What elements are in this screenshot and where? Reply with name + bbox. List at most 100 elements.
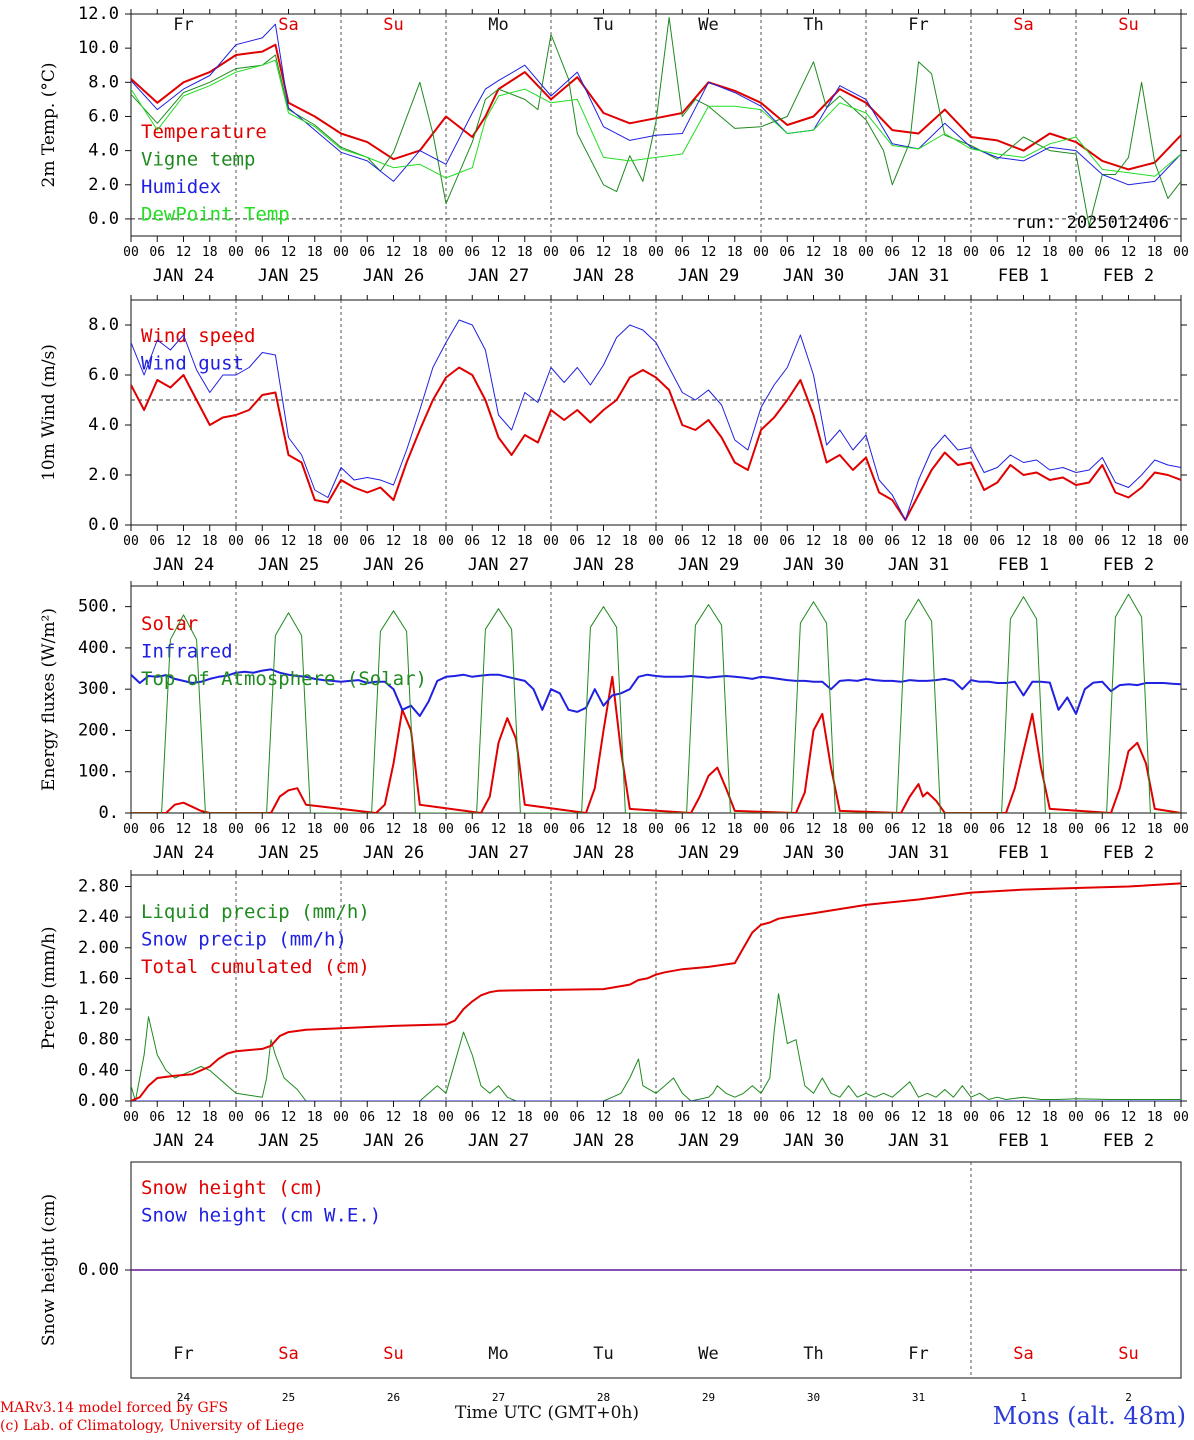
x-tick-label: 12 (281, 245, 297, 260)
x-tick-label: 06 (149, 1110, 165, 1125)
x-tick-label: 06 (989, 822, 1005, 837)
x-tick-label: 00 (228, 245, 244, 260)
date-label: JAN 31 (888, 1131, 949, 1151)
x-tick-label: 00 (1173, 245, 1189, 260)
legend-entry: Temperature (141, 121, 267, 143)
x-tick-label: 12 (1016, 245, 1032, 260)
x-tick-label: 18 (832, 245, 848, 260)
date-label: JAN 29 (678, 266, 739, 286)
date-label: JAN 30 (783, 843, 844, 863)
x-tick-label: 18 (937, 1110, 953, 1125)
x-tick-label: 12 (491, 534, 507, 549)
legend-entry: Snow precip (mm/h) (141, 929, 347, 951)
weekday-label: Sa (278, 15, 298, 35)
x-tick-label: 06 (464, 1110, 480, 1125)
y-tick-label: 200. (78, 720, 119, 740)
legend-entry: Snow height (cm W.E.) (141, 1205, 381, 1227)
legend-entry: Top of Atmosphere (Solar) (141, 668, 427, 690)
y-axis-title: Energy fluxes (W/m²) (39, 608, 59, 791)
legend-entry: Wind speed (141, 325, 255, 347)
date-label: JAN 26 (363, 843, 424, 863)
x-tick-label: 00 (438, 822, 454, 837)
x-tick-label: 12 (491, 822, 507, 837)
y-axis-title: 10m Wind (m/s) (39, 344, 59, 481)
series-line-vigne-temp (131, 16, 1181, 227)
date-label: JAN 28 (573, 266, 634, 286)
x-tick-label: 18 (937, 822, 953, 837)
series-line-wind-gust (131, 319, 1181, 521)
date-label: JAN 24 (153, 266, 214, 286)
x-tick-label: 06 (149, 534, 165, 549)
y-tick-label: 100. (78, 762, 119, 782)
x-tick-label: 12 (491, 1110, 507, 1125)
x-tick-label: 00 (648, 534, 664, 549)
x-tick-label: 00 (333, 534, 349, 549)
x-tick-label: 18 (307, 534, 323, 549)
x-tick-label: 12 (281, 534, 297, 549)
date-label: FEB 1 (998, 843, 1049, 863)
x-tick-label: 18 (202, 245, 218, 260)
date-label: JAN 26 (363, 266, 424, 286)
x-tick-label: 06 (149, 245, 165, 260)
day-number-label: 26 (387, 1391, 400, 1404)
x-tick-label: 06 (674, 1110, 690, 1125)
date-label: JAN 30 (783, 1131, 844, 1151)
x-tick-label: 06 (674, 534, 690, 549)
panel-frame (130, 299, 1182, 526)
x-tick-label: 06 (569, 534, 585, 549)
x-tick-label: 18 (832, 822, 848, 837)
x-tick-label: 12 (386, 1110, 402, 1125)
station-name: Mons (alt. 48m) (992, 1402, 1186, 1430)
x-tick-label: 12 (386, 245, 402, 260)
x-tick-label: 12 (596, 245, 612, 260)
model-credit: MARv3.14 model forced by GFS (c) Lab. of… (0, 1399, 304, 1435)
date-label: JAN 27 (468, 266, 529, 286)
x-tick-label: 06 (884, 1110, 900, 1125)
x-tick-label: 12 (596, 1110, 612, 1125)
x-tick-label: 00 (1068, 245, 1084, 260)
x-tick-label: 06 (569, 822, 585, 837)
x-tick-label: 18 (412, 534, 428, 549)
day-number-label: 24 (177, 1391, 191, 1404)
x-tick-label: 12 (701, 1110, 717, 1125)
legend-entry: Snow height (cm) (141, 1177, 324, 1199)
y-tick-label: 300. (78, 679, 119, 699)
date-label: JAN 31 (888, 266, 949, 286)
x-tick-label: 12 (806, 245, 822, 260)
date-label: FEB 2 (1103, 266, 1154, 286)
weekday-label: Sa (1013, 15, 1033, 35)
date-label: JAN 24 (153, 843, 214, 863)
x-tick-label: 12 (491, 245, 507, 260)
date-label: FEB 2 (1103, 555, 1154, 575)
weekday-label: Fr (173, 15, 193, 35)
x-tick-label: 00 (123, 534, 139, 549)
x-tick-label: 00 (1068, 822, 1084, 837)
legend-entry: Liquid precip (mm/h) (141, 901, 370, 923)
x-tick-label: 12 (701, 822, 717, 837)
x-tick-label: 18 (307, 245, 323, 260)
x-tick-label: 12 (281, 1110, 297, 1125)
panel-temperature: 0.0 2.0 4.0 6.0 8.0 10.0 12.0 2m Temp. (°C) 00 06… (39, 4, 1189, 286)
x-tick-label: 18 (622, 1110, 638, 1125)
day-number-label: 25 (282, 1391, 295, 1404)
x-tick-label: 00 (543, 822, 559, 837)
x-tick-label: 00 (228, 1110, 244, 1125)
x-tick-label: 00 (438, 534, 454, 549)
legend-entry: Solar (141, 613, 198, 635)
weekday-label: Sa (1013, 1344, 1033, 1364)
x-tick-label: 18 (307, 822, 323, 837)
date-label: JAN 30 (783, 555, 844, 575)
x-tick-label: 00 (1068, 1110, 1084, 1125)
x-tick-label: 18 (517, 534, 533, 549)
x-tick-label: 12 (1016, 534, 1032, 549)
y-axis-title: 2m Temp. (°C) (39, 62, 59, 187)
x-tick-label: 00 (333, 1110, 349, 1125)
x-tick-label: 12 (596, 534, 612, 549)
x-tick-label: 00 (963, 245, 979, 260)
x-tick-label: 06 (149, 822, 165, 837)
date-label: FEB 1 (998, 1131, 1049, 1151)
day-number-label: 1 (1020, 1391, 1027, 1404)
series-line-top-of-atmosphere-solar- (131, 593, 1181, 813)
weekday-label: Tu (593, 15, 613, 35)
series-line-liquid-precip-mm-h- (131, 993, 1181, 1101)
